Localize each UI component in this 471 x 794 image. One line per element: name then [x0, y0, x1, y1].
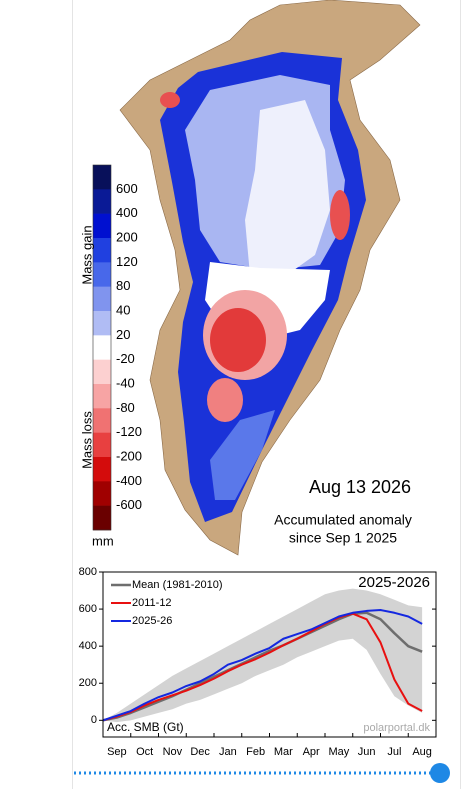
greenland-map [119, 0, 421, 556]
map-date: Aug 13 2026 [309, 477, 411, 497]
x-tick-label: Apr [303, 746, 320, 758]
colorbar-label: -80 [116, 400, 135, 415]
mass-loss-label: Mass loss [79, 411, 94, 469]
y-tick-label: 0 [91, 714, 97, 726]
colorbar-box [93, 384, 111, 409]
colorbar-label: -400 [116, 473, 142, 488]
colorbar-label: -40 [116, 375, 135, 390]
colorbar-label: -20 [116, 351, 135, 366]
colorbar-box [93, 262, 111, 287]
x-tick-label: Aug [412, 746, 432, 758]
x-tick-label: Nov [163, 746, 183, 758]
y-tick-label: 800 [79, 566, 97, 578]
colorbar-label: -200 [116, 448, 142, 463]
loss-core [210, 308, 266, 372]
colorbar: 600 400 200 120 80 40 20 -20 -40 -80 -120 -200 -400 -… [92, 164, 142, 531]
y-tick-label: 200 [79, 677, 97, 689]
x-tick-label: Mar [274, 746, 293, 758]
colorbar-box [93, 238, 111, 263]
unit-label: mm [92, 533, 114, 548]
colorbar-label: 120 [116, 254, 138, 269]
annotation-line: Accumulated anomaly [274, 512, 412, 528]
annotation-line: since Sep 1 2025 [289, 530, 397, 546]
colorbar-label: -600 [116, 497, 142, 512]
colorbar-box [93, 481, 111, 506]
colorbar-label: 400 [116, 205, 138, 220]
x-tick-label: Jul [387, 746, 401, 758]
x-tick-label: Jun [358, 746, 376, 758]
mass-gain-label: Mass gain [79, 225, 94, 284]
x-tick-label: Sep [107, 746, 127, 758]
colorbar-box [93, 213, 111, 239]
colorbar-label: 600 [116, 181, 138, 196]
legend-label: Mean (1981-2010) [132, 579, 223, 591]
colorbar-box [93, 505, 111, 531]
colorbar-box [93, 457, 111, 482]
colorbar-box [93, 311, 111, 336]
timeline-handle[interactable] [430, 763, 450, 783]
colorbar-box [93, 408, 111, 433]
smb-chart: 0 200 400 600 800 Sep Oct Nov Dec Jan Feb Mar Apr May… [79, 566, 437, 758]
ice-interior-white [245, 100, 330, 280]
loss-east [330, 190, 350, 240]
x-tick-label: May [328, 746, 349, 758]
colorbar-box [93, 335, 111, 360]
series-line [102, 609, 423, 722]
loss-northwest [160, 92, 180, 108]
y-tick-label: 400 [79, 640, 97, 652]
series-line [102, 612, 423, 722]
y-tick-label: 600 [79, 603, 97, 615]
legend-label: 2025-26 [132, 615, 172, 627]
colorbar-box [93, 165, 111, 190]
series-line [102, 611, 423, 722]
colorbar-label: -120 [116, 424, 142, 439]
colorbar-box [93, 432, 111, 458]
legend-label: 2011-12 [132, 597, 172, 609]
y-axis-label: Acc. SMB (Gt) [107, 720, 184, 734]
x-tick-label: Jan [219, 746, 237, 758]
chart-title: 2025-2026 [358, 574, 430, 591]
loss-south [207, 378, 243, 422]
colorbar-box [93, 359, 111, 385]
source-label: polarportal.dk [363, 722, 430, 734]
x-tick-label: Feb [246, 746, 265, 758]
colorbar-label: 40 [116, 302, 130, 317]
colorbar-box [93, 286, 111, 312]
ice-south [210, 410, 275, 500]
colorbar-frame [92, 164, 112, 531]
colorbar-box [93, 189, 111, 214]
x-tick-label: Oct [136, 746, 153, 758]
colorbar-label: 20 [116, 327, 130, 342]
colorbar-label: 80 [116, 278, 130, 293]
colorbar-label: 200 [116, 229, 138, 244]
plot-frame [102, 571, 437, 738]
x-tick-label: Dec [190, 746, 210, 758]
